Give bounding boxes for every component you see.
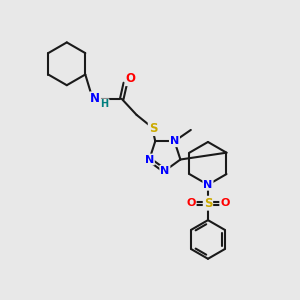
Text: N: N [160,166,170,176]
Text: O: O [220,198,230,208]
Text: N: N [203,180,213,190]
Text: S: S [204,197,212,210]
Text: O: O [186,198,196,208]
Text: N: N [90,92,100,105]
Text: H: H [100,99,109,109]
Text: S: S [149,122,157,135]
Text: O: O [126,72,136,85]
Text: N: N [170,136,179,146]
Text: N: N [145,154,154,164]
